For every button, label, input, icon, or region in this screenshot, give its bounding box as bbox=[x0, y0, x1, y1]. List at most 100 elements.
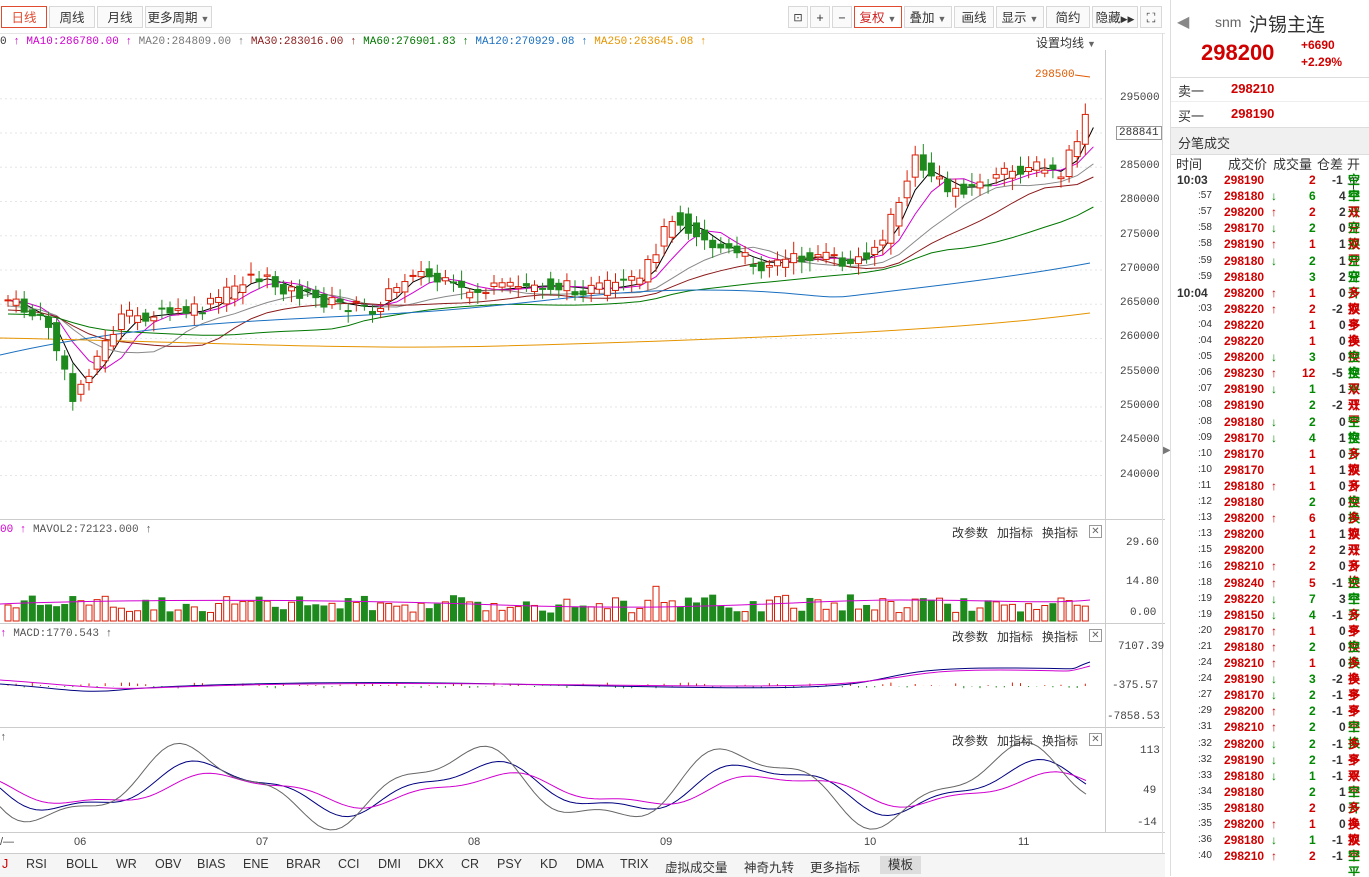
trade-oi-change: 2 bbox=[1339, 269, 1346, 284]
trade-volume: 1 bbox=[1309, 462, 1316, 477]
adjust-dropdown[interactable]: 复权 ▼ bbox=[854, 6, 902, 28]
candle-body bbox=[360, 304, 368, 307]
macd-close-icon[interactable]: ✕ bbox=[1089, 629, 1102, 642]
trade-price: 298220 bbox=[1224, 334, 1265, 348]
trade-time: :05 bbox=[1198, 351, 1212, 363]
ma-settings-dropdown[interactable]: 设置均线 ▼ bbox=[1036, 34, 1096, 51]
trade-oi-change: 0 bbox=[1339, 559, 1346, 574]
indicator-tab[interactable]: CR bbox=[461, 857, 480, 871]
trade-row: :09 298170 ↓ 4 1 空开 bbox=[1171, 430, 1369, 461]
trade-price: 298210 bbox=[1224, 720, 1265, 735]
trade-volume: 2 bbox=[1309, 543, 1316, 558]
macd-legend: ↑ MACD:1770.543 ↑ bbox=[0, 628, 112, 640]
period-daily-button[interactable]: 日线 bbox=[1, 6, 47, 28]
macd-change-params-button[interactable]: 改参数 bbox=[952, 630, 989, 644]
indicator-tab[interactable]: DMA bbox=[576, 857, 604, 871]
vol-switch-indicator-button[interactable]: 换指标 bbox=[1042, 526, 1079, 540]
candle-body bbox=[709, 239, 717, 249]
trade-type: 空换 bbox=[1348, 720, 1361, 751]
candle-body bbox=[1057, 176, 1065, 180]
period-monthly-button[interactable]: 月线 bbox=[97, 6, 143, 28]
indicator-tab[interactable]: OBV bbox=[155, 857, 182, 871]
period-weekly-button[interactable]: 周线 bbox=[49, 6, 95, 28]
trade-time: :16 bbox=[1198, 560, 1212, 572]
volume-bar bbox=[725, 607, 733, 622]
indicator-tab[interactable]: BOLL bbox=[66, 857, 98, 871]
kdj-switch-indicator-button[interactable]: 换指标 bbox=[1042, 734, 1079, 748]
indicator-tab[interactable]: DKX bbox=[418, 857, 444, 871]
vol-close-icon[interactable]: ✕ bbox=[1089, 525, 1102, 538]
trade-price: 298170 bbox=[1224, 221, 1265, 236]
vol-add-indicator-button[interactable]: 加指标 bbox=[997, 526, 1034, 540]
trades-list[interactable]: 10:03 298190 2 -1 空平:57 298180 ↓ 6 4 空开:57 298200 ↑… bbox=[1171, 172, 1369, 876]
indicator-tab[interactable]: TRIX bbox=[620, 857, 649, 871]
zoom-in-icon[interactable]: + bbox=[810, 6, 830, 28]
indicator-tab[interactable]: PSY bbox=[497, 857, 523, 871]
macd-switch-indicator-button[interactable]: 换指标 bbox=[1042, 630, 1079, 644]
lock-icon[interactable]: ⊡ bbox=[788, 6, 808, 28]
indicator-tab[interactable]: 模板 bbox=[880, 856, 922, 874]
volume-bar bbox=[1065, 600, 1073, 622]
trade-volume: 1 bbox=[1309, 623, 1316, 638]
trade-oi-change: 0 bbox=[1339, 800, 1346, 815]
zoom-out-icon[interactable]: − bbox=[832, 6, 852, 28]
volume-bar bbox=[369, 610, 376, 622]
candle-body bbox=[425, 268, 433, 278]
indicator-tab[interactable]: CCI bbox=[338, 857, 360, 871]
overlay-dropdown[interactable]: 叠加 ▼ bbox=[904, 6, 952, 28]
candle-body bbox=[198, 312, 206, 315]
trade-type: 空换 bbox=[1348, 639, 1361, 670]
more-periods-dropdown[interactable]: 更多周期 ▼ bbox=[145, 6, 212, 28]
volume-bar bbox=[684, 597, 692, 622]
candle-body bbox=[296, 285, 304, 299]
volume-bar bbox=[952, 611, 960, 622]
price-axis-label: 240000 bbox=[1120, 468, 1160, 481]
kline-chart-canvas[interactable] bbox=[0, 0, 1165, 853]
volume-bar bbox=[458, 597, 466, 622]
fullscreen-icon[interactable]: ⛶ bbox=[1140, 6, 1162, 28]
col-price: 成交价 bbox=[1228, 157, 1268, 172]
indicator-tab[interactable]: 神奇九转 bbox=[744, 861, 795, 875]
volume-bar bbox=[12, 607, 20, 622]
price-axis-label: 295000 bbox=[1120, 91, 1160, 104]
indicator-tab[interactable]: BIAS bbox=[197, 857, 226, 871]
trade-price: 298180 bbox=[1224, 784, 1265, 799]
indicator-tab[interactable]: 虚拟成交量 bbox=[665, 861, 728, 875]
simple-mode-button[interactable]: 简约 bbox=[1046, 6, 1090, 28]
vol-ma-line bbox=[0, 599, 1091, 608]
display-dropdown[interactable]: 显示 ▼ bbox=[996, 6, 1044, 28]
kdj-change-params-button[interactable]: 改参数 bbox=[952, 734, 989, 748]
volume-bar bbox=[239, 601, 247, 622]
volume-bar bbox=[757, 611, 765, 622]
back-arrow-icon[interactable]: ◀ bbox=[1177, 14, 1190, 31]
kdj-close-icon[interactable]: ✕ bbox=[1089, 733, 1102, 746]
indicator-tab[interactable]: WR bbox=[116, 857, 137, 871]
vol-change-params-button[interactable]: 改参数 bbox=[952, 526, 989, 540]
price-axis-label: 250000 bbox=[1120, 399, 1160, 412]
indicator-tab[interactable]: RSI bbox=[26, 857, 47, 871]
arrow-up-icon: ↑ bbox=[1271, 285, 1277, 300]
macd-add-indicator-button[interactable]: 加指标 bbox=[997, 630, 1034, 644]
indicator-tab[interactable]: KD bbox=[540, 857, 558, 871]
indicator-tab[interactable]: DMI bbox=[378, 857, 401, 871]
trade-type: 多换 bbox=[1348, 656, 1361, 686]
volume-legend: 00 ↑ MAVOL2:72123.000 ↑ bbox=[0, 524, 152, 536]
volume-bar bbox=[336, 608, 344, 622]
volume-bar bbox=[903, 607, 911, 622]
indicator-tab[interactable]: BRAR bbox=[286, 857, 321, 871]
price-axis-label: 280000 bbox=[1120, 194, 1160, 207]
indicator-tab[interactable]: 更多指标 bbox=[810, 861, 861, 875]
col-volume: 成交量 bbox=[1273, 157, 1313, 172]
draw-line-button[interactable]: 画线 bbox=[954, 6, 994, 28]
candle-body bbox=[190, 303, 198, 316]
arrow-up-icon: ↑ bbox=[1271, 639, 1277, 654]
hide-button[interactable]: 隐藏▶▶ bbox=[1092, 6, 1138, 28]
indicator-tab[interactable]: J bbox=[2, 857, 9, 871]
volume-bar bbox=[109, 606, 117, 622]
volume-bar bbox=[1041, 604, 1049, 622]
trade-volume: 12 bbox=[1302, 366, 1316, 381]
indicator-tab[interactable]: ENE bbox=[243, 857, 269, 871]
collapse-panel-icon[interactable]: ▶ bbox=[1163, 445, 1171, 456]
arrow-down-icon: ↓ bbox=[1271, 253, 1277, 268]
kdj-add-indicator-button[interactable]: 加指标 bbox=[997, 734, 1034, 748]
